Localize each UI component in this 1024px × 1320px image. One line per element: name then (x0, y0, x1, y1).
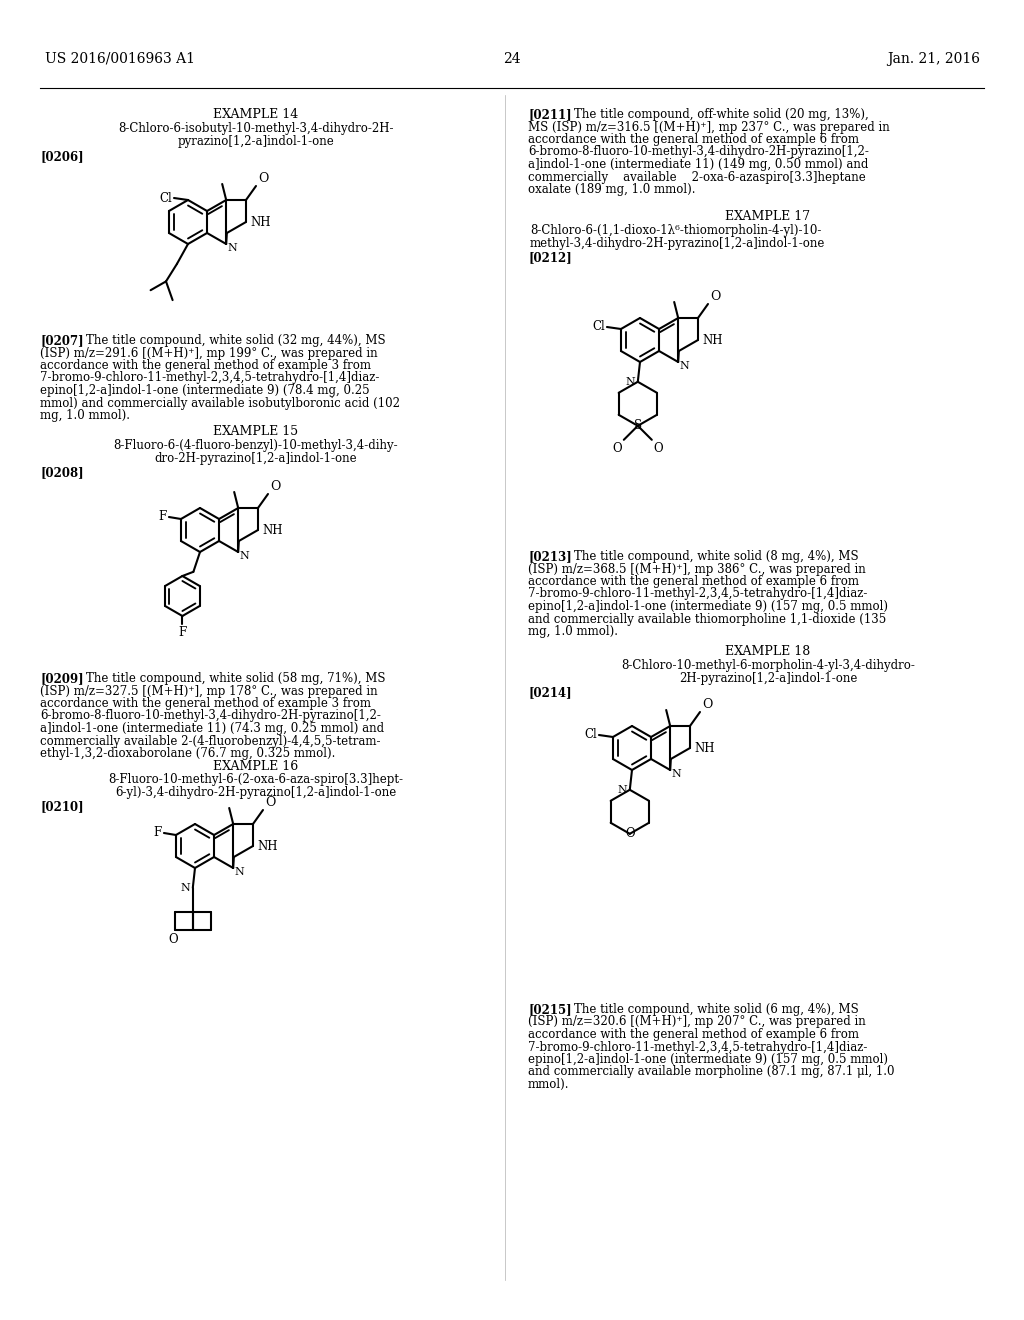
Text: 8-Chloro-6-isobutyl-10-methyl-3,4-dihydro-2H-: 8-Chloro-6-isobutyl-10-methyl-3,4-dihydr… (118, 121, 394, 135)
Text: [0208]: [0208] (40, 466, 84, 479)
Text: epino[1,2-a]indol-1-one (intermediate 9) (78.4 mg, 0.25: epino[1,2-a]indol-1-one (intermediate 9)… (40, 384, 370, 397)
Text: EXAMPLE 18: EXAMPLE 18 (725, 645, 811, 657)
Text: O: O (258, 172, 268, 185)
Text: EXAMPLE 16: EXAMPLE 16 (213, 760, 299, 774)
Text: S: S (634, 420, 642, 433)
Text: accordance with the general method of example 6 from: accordance with the general method of ex… (528, 133, 859, 147)
Text: The title compound, white solid (8 mg, 4%), MS: The title compound, white solid (8 mg, 4… (559, 550, 858, 564)
Text: N: N (227, 243, 237, 253)
Text: and commercially available thiomorpholine 1,1-dioxide (135: and commercially available thiomorpholin… (528, 612, 886, 626)
Text: The title compound, white solid (58 mg, 71%), MS: The title compound, white solid (58 mg, … (71, 672, 385, 685)
Text: F: F (178, 626, 186, 639)
Text: N: N (679, 360, 689, 371)
Text: F: F (159, 511, 167, 524)
Text: O: O (612, 442, 622, 455)
Text: 7-bromo-9-chloro-11-methyl-2,3,4,5-tetrahydro-[1,4]diaz-: 7-bromo-9-chloro-11-methyl-2,3,4,5-tetra… (528, 1040, 867, 1053)
Text: N: N (240, 550, 249, 561)
Text: accordance with the general method of example 3 from: accordance with the general method of ex… (40, 359, 371, 372)
Text: NH: NH (257, 840, 278, 853)
Text: EXAMPLE 15: EXAMPLE 15 (213, 425, 299, 438)
Text: 7-bromo-9-chloro-11-methyl-2,3,4,5-tetrahydro-[1,4]diaz-: 7-bromo-9-chloro-11-methyl-2,3,4,5-tetra… (528, 587, 867, 601)
Text: commercially    available    2-oxa-6-azaspiro[3.3]heptane: commercially available 2-oxa-6-azaspiro[… (528, 170, 865, 183)
Text: (ISP) m/z=327.5 [(M+H)⁺], mp 178° C., was prepared in: (ISP) m/z=327.5 [(M+H)⁺], mp 178° C., wa… (40, 685, 378, 697)
Text: US 2016/0016963 A1: US 2016/0016963 A1 (45, 51, 195, 66)
Text: 6-bromo-8-fluoro-10-methyl-3,4-dihydro-2H-pyrazino[1,2-: 6-bromo-8-fluoro-10-methyl-3,4-dihydro-2… (40, 710, 381, 722)
Text: N: N (617, 785, 627, 795)
Text: 6-bromo-8-fluoro-10-methyl-3,4-dihydro-2H-pyrazino[1,2-: 6-bromo-8-fluoro-10-methyl-3,4-dihydro-2… (528, 145, 869, 158)
Text: and commercially available morpholine (87.1 mg, 87.1 μl, 1.0: and commercially available morpholine (8… (528, 1065, 895, 1078)
Text: O: O (270, 480, 281, 492)
Text: The title compound, white solid (32 mg, 44%), MS: The title compound, white solid (32 mg, … (71, 334, 385, 347)
Text: N: N (625, 376, 635, 387)
Text: O: O (625, 828, 635, 841)
Text: NH: NH (262, 524, 283, 536)
Text: O: O (710, 290, 720, 304)
Text: 2H-pyrazino[1,2-a]indol-1-one: 2H-pyrazino[1,2-a]indol-1-one (679, 672, 857, 685)
Text: 8-Chloro-6-(1,1-dioxo-1λ⁶-thiomorpholin-4-yl)-10-: 8-Chloro-6-(1,1-dioxo-1λ⁶-thiomorpholin-… (530, 224, 821, 238)
Text: NH: NH (694, 742, 715, 755)
Text: [0207]: [0207] (40, 334, 84, 347)
Text: 8-Chloro-10-methyl-6-morpholin-4-yl-3,4-dihydro-: 8-Chloro-10-methyl-6-morpholin-4-yl-3,4-… (622, 659, 914, 672)
Text: methyl-3,4-dihydro-2H-pyrazino[1,2-a]indol-1-one: methyl-3,4-dihydro-2H-pyrazino[1,2-a]ind… (530, 238, 825, 249)
Text: N: N (180, 883, 189, 892)
Text: epino[1,2-a]indol-1-one (intermediate 9) (157 mg, 0.5 mmol): epino[1,2-a]indol-1-one (intermediate 9)… (528, 1053, 888, 1067)
Text: 6-yl)-3,4-dihydro-2H-pyrazino[1,2-a]indol-1-one: 6-yl)-3,4-dihydro-2H-pyrazino[1,2-a]indo… (116, 785, 396, 799)
Text: [0213]: [0213] (528, 550, 571, 564)
Text: The title compound, off-white solid (20 mg, 13%),: The title compound, off-white solid (20 … (559, 108, 868, 121)
Text: [0212]: [0212] (528, 251, 571, 264)
Text: accordance with the general method of example 3 from: accordance with the general method of ex… (40, 697, 371, 710)
Text: N: N (234, 867, 244, 876)
Text: [0215]: [0215] (528, 1003, 571, 1016)
Text: O: O (702, 698, 713, 711)
Text: O: O (265, 796, 275, 809)
Text: 24: 24 (503, 51, 521, 66)
Text: O: O (653, 442, 664, 455)
Text: 8-Fluoro-10-methyl-6-(2-oxa-6-aza-spiro[3.3]hept-: 8-Fluoro-10-methyl-6-(2-oxa-6-aza-spiro[… (109, 774, 403, 785)
Text: Cl: Cl (592, 321, 605, 334)
Text: Cl: Cl (160, 191, 172, 205)
Text: (ISP) m/z=368.5 [(M+H)⁺], mp 386° C., was prepared in: (ISP) m/z=368.5 [(M+H)⁺], mp 386° C., wa… (528, 562, 865, 576)
Text: oxalate (189 mg, 1.0 mmol).: oxalate (189 mg, 1.0 mmol). (528, 183, 695, 195)
Text: NH: NH (702, 334, 723, 346)
Text: mg, 1.0 mmol).: mg, 1.0 mmol). (40, 409, 130, 422)
Text: dro-2H-pyrazino[1,2-a]indol-1-one: dro-2H-pyrazino[1,2-a]indol-1-one (155, 451, 357, 465)
Text: [0209]: [0209] (40, 672, 84, 685)
Text: a]indol-1-one (intermediate 11) (149 mg, 0.50 mmol) and: a]indol-1-one (intermediate 11) (149 mg,… (528, 158, 868, 172)
Text: (ISP) m/z=320.6 [(M+H)⁺], mp 207° C., was prepared in: (ISP) m/z=320.6 [(M+H)⁺], mp 207° C., wa… (528, 1015, 865, 1028)
Text: pyrazino[1,2-a]indol-1-one: pyrazino[1,2-a]indol-1-one (177, 135, 335, 148)
Text: [0211]: [0211] (528, 108, 571, 121)
Text: 7-bromo-9-chloro-11-methyl-2,3,4,5-tetrahydro-[1,4]diaz-: 7-bromo-9-chloro-11-methyl-2,3,4,5-tetra… (40, 371, 379, 384)
Text: commercially available 2-(4-fluorobenzyl)-4,4,5,5-tetram-: commercially available 2-(4-fluorobenzyl… (40, 734, 381, 747)
Text: N: N (671, 770, 681, 779)
Text: EXAMPLE 17: EXAMPLE 17 (725, 210, 811, 223)
Text: (ISP) m/z=291.6 [(M+H)⁺], mp 199° C., was prepared in: (ISP) m/z=291.6 [(M+H)⁺], mp 199° C., wa… (40, 346, 378, 359)
Text: epino[1,2-a]indol-1-one (intermediate 9) (157 mg, 0.5 mmol): epino[1,2-a]indol-1-one (intermediate 9)… (528, 601, 888, 612)
Text: Jan. 21, 2016: Jan. 21, 2016 (887, 51, 980, 66)
Text: [0210]: [0210] (40, 800, 84, 813)
Text: Cl: Cl (585, 729, 597, 742)
Text: mmol) and commercially available isobutylboronic acid (102: mmol) and commercially available isobuty… (40, 396, 400, 409)
Text: [0214]: [0214] (528, 686, 571, 700)
Text: accordance with the general method of example 6 from: accordance with the general method of ex… (528, 576, 859, 587)
Text: F: F (154, 826, 162, 840)
Text: 8-Fluoro-6-(4-fluoro-benzyl)-10-methyl-3,4-dihy-: 8-Fluoro-6-(4-fluoro-benzyl)-10-methyl-3… (114, 440, 398, 451)
Text: The title compound, white solid (6 mg, 4%), MS: The title compound, white solid (6 mg, 4… (559, 1003, 859, 1016)
Text: [0206]: [0206] (40, 150, 84, 162)
Text: NH: NH (250, 215, 270, 228)
Text: O: O (168, 933, 177, 946)
Text: a]indol-1-one (intermediate 11) (74.3 mg, 0.25 mmol) and: a]indol-1-one (intermediate 11) (74.3 mg… (40, 722, 384, 735)
Text: mmol).: mmol). (528, 1078, 569, 1092)
Text: MS (ISP) m/z=316.5 [(M+H)⁺], mp 237° C., was prepared in: MS (ISP) m/z=316.5 [(M+H)⁺], mp 237° C.,… (528, 120, 890, 133)
Text: EXAMPLE 14: EXAMPLE 14 (213, 108, 299, 121)
Text: accordance with the general method of example 6 from: accordance with the general method of ex… (528, 1028, 859, 1041)
Text: mg, 1.0 mmol).: mg, 1.0 mmol). (528, 624, 618, 638)
Text: ethyl-1,3,2-dioxaborolane (76.7 mg, 0.325 mmol).: ethyl-1,3,2-dioxaborolane (76.7 mg, 0.32… (40, 747, 336, 760)
